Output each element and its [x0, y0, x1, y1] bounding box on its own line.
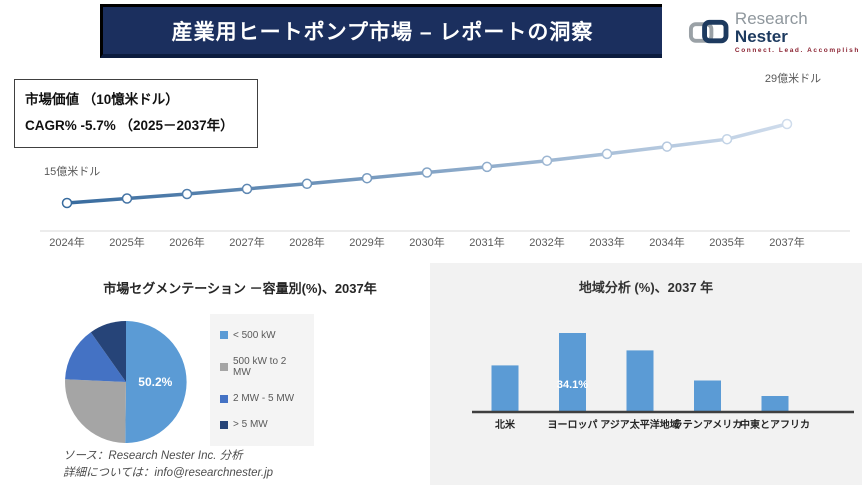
svg-text:2037年: 2037年 — [769, 235, 804, 249]
cagr-label: CAGR% -5.7% （2025－2037年） — [25, 118, 234, 134]
source-note: ソース：Research Nester Inc. 分析 — [63, 450, 243, 462]
svg-text:34.1%: 34.1% — [557, 379, 588, 391]
svg-text:2034年: 2034年 — [649, 235, 684, 249]
svg-text:中東とアフリカ: 中東とアフリカ — [740, 418, 810, 431]
legend-label: > 5 MW — [233, 419, 268, 431]
page-title: 産業用ヒートポンプ市場 – レポートの洞察 — [171, 20, 594, 44]
brand-word-research: Research — [734, 9, 808, 28]
pie-legend: < 500 kW 500 kW to 2 MW 2 MW - 5 MW > 5 … — [210, 314, 314, 446]
market-value-box: 市場価値 （10憶米ドル） CAGR% -5.7% （2025－2037年） — [14, 79, 258, 148]
svg-text:2031年: 2031年 — [469, 235, 504, 249]
header-bar: 産業用ヒートポンプ市場 – レポートの洞察 — [100, 4, 662, 58]
contact-note: 詳細については：info@researchnester.jp — [63, 466, 274, 479]
svg-text:2024年: 2024年 — [49, 235, 84, 249]
svg-text:15億米ドル: 15億米ドル — [44, 165, 100, 178]
svg-text:ヨーロッパ: ヨーロッパ — [548, 419, 598, 431]
legend-item: 500 kW to 2 MW — [220, 356, 304, 378]
market-value-label: 市場価値 （10憶米ドル） — [25, 92, 179, 107]
brand-logo: Research Nester Connect. Lead. Accomplis… — [688, 10, 862, 54]
svg-text:アジア太平洋地域: アジア太平洋地域 — [600, 418, 680, 431]
market-value-line-chart: 2024年 2025年 2026年 2027年 2028年 2029年 2030年 2031年… — [40, 72, 850, 249]
svg-text:2032年: 2032年 — [529, 235, 564, 249]
pie-chart-title: 市場セグメンテーション －容量別(%)、2037年 — [103, 281, 377, 296]
svg-text:ラテンアメリカ: ラテンアメリカ — [673, 419, 743, 431]
chain-links-icon — [688, 19, 729, 44]
capacity-pie-chart: 50.2% — [65, 321, 187, 444]
legend-swatch — [220, 420, 228, 429]
brand-tagline: Connect. Lead. Accomplish — [734, 47, 860, 54]
region-panel: 地域分析 (%)、2037 年 北米 ヨーロッパ アジア太平洋地域 ラテンアメリカ 中東… — [430, 263, 862, 485]
svg-text:2025年: 2025年 — [109, 235, 144, 249]
legend-item: > 5 MW — [220, 419, 304, 430]
region-chart-title: 地域分析 (%)、2037 年 — [578, 280, 714, 295]
svg-text:2030年: 2030年 — [409, 235, 444, 249]
svg-text:2029年: 2029年 — [349, 235, 384, 249]
legend-item: 2 MW - 5 MW — [220, 393, 304, 404]
brand-name: Research Nester Connect. Lead. Accomplis… — [734, 9, 862, 55]
svg-text:2033年: 2033年 — [589, 235, 624, 249]
legend-swatch — [220, 362, 228, 371]
svg-text:2028年: 2028年 — [289, 235, 324, 249]
legend-label: 500 kW to 2 MW — [233, 355, 287, 378]
brand-word-nester: Nester — [734, 27, 788, 46]
legend-swatch — [220, 394, 228, 403]
svg-text:2035年: 2035年 — [709, 235, 744, 249]
legend-label: 2 MW - 5 MW — [233, 393, 295, 405]
svg-text:2027年: 2027年 — [229, 235, 264, 249]
svg-text:北米: 北米 — [495, 418, 516, 431]
legend-label: < 500 kW — [233, 329, 276, 341]
svg-text:29億米ドル: 29億米ドル — [765, 72, 821, 85]
legend-item: < 500 kW — [220, 330, 304, 341]
svg-text:50.2%: 50.2% — [138, 375, 172, 389]
svg-text:2026年: 2026年 — [169, 235, 204, 249]
footer-note: ソース：Research Nester Inc. 分析 詳細については：info… — [63, 448, 273, 481]
legend-swatch — [220, 331, 228, 340]
